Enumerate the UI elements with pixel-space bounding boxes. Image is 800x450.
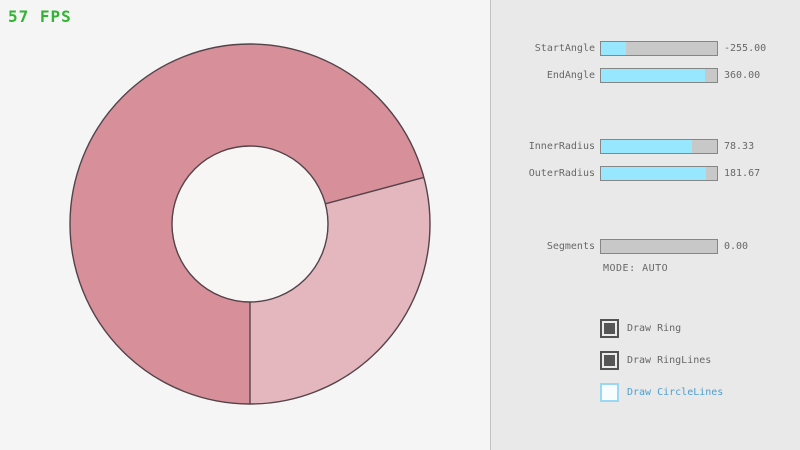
inner-radius-label: InnerRadius (528, 141, 595, 152)
end-angle-label: EndAngle (546, 70, 595, 81)
outer-radius-slider-fill (601, 167, 707, 180)
inner-radius-value: 78.33 (724, 141, 755, 152)
slider-row-inner-radius: InnerRadius 78.33 (500, 139, 800, 154)
segments-slider[interactable] (600, 239, 718, 254)
slider-row-end-angle: EndAngle 360.00 (500, 68, 800, 83)
checkmark-icon (604, 354, 615, 366)
slider-row-outer-radius: OuterRadius 181.67 (500, 166, 800, 181)
ring-edge-line-start (325, 176, 425, 205)
outer-radius-value: 181.67 (724, 168, 761, 179)
checkbox-row-draw-circlelines[interactable]: Draw CircleLines (600, 382, 723, 402)
end-angle-value: 360.00 (724, 70, 761, 81)
draw-circlelines-checkbox[interactable] (600, 382, 619, 402)
inner-radius-slider[interactable] (600, 139, 718, 154)
slider-row-segments: Segments 0.00 (500, 239, 800, 254)
start-angle-label: StartAngle (534, 43, 595, 54)
ring-sector-dark (70, 44, 424, 404)
inner-radius-slider-fill (601, 140, 692, 153)
fps-counter: 57 FPS (8, 7, 72, 26)
draw-ring-checkbox[interactable] (600, 318, 619, 338)
ring-sector-light (250, 177, 431, 404)
draw-ringlines-checkbox[interactable] (600, 350, 619, 370)
checkbox-row-draw-ringlines[interactable]: Draw RingLines (600, 350, 711, 370)
segments-value: 0.00 (724, 241, 749, 252)
draw-circlelines-label: Draw CircleLines (627, 386, 724, 398)
checkbox-row-draw-ring[interactable]: Draw Ring (600, 318, 681, 338)
ring-hole (172, 146, 328, 302)
draw-ring-label: Draw Ring (627, 322, 682, 334)
outer-radius-slider[interactable] (600, 166, 718, 181)
segments-mode-text: MODE: AUTO (603, 263, 669, 274)
end-angle-slider-fill (601, 69, 706, 82)
start-angle-value: -255.00 (724, 43, 767, 54)
start-angle-slider-fill (601, 42, 627, 55)
checkmark-icon (604, 322, 615, 334)
outer-radius-label: OuterRadius (528, 168, 595, 179)
draw-ringlines-label: Draw RingLines (627, 354, 712, 366)
end-angle-slider[interactable] (600, 68, 718, 83)
ring-chart (69, 43, 431, 405)
segments-label: Segments (546, 241, 595, 252)
slider-row-start-angle: StartAngle -255.00 (500, 41, 800, 56)
start-angle-slider[interactable] (600, 41, 718, 56)
